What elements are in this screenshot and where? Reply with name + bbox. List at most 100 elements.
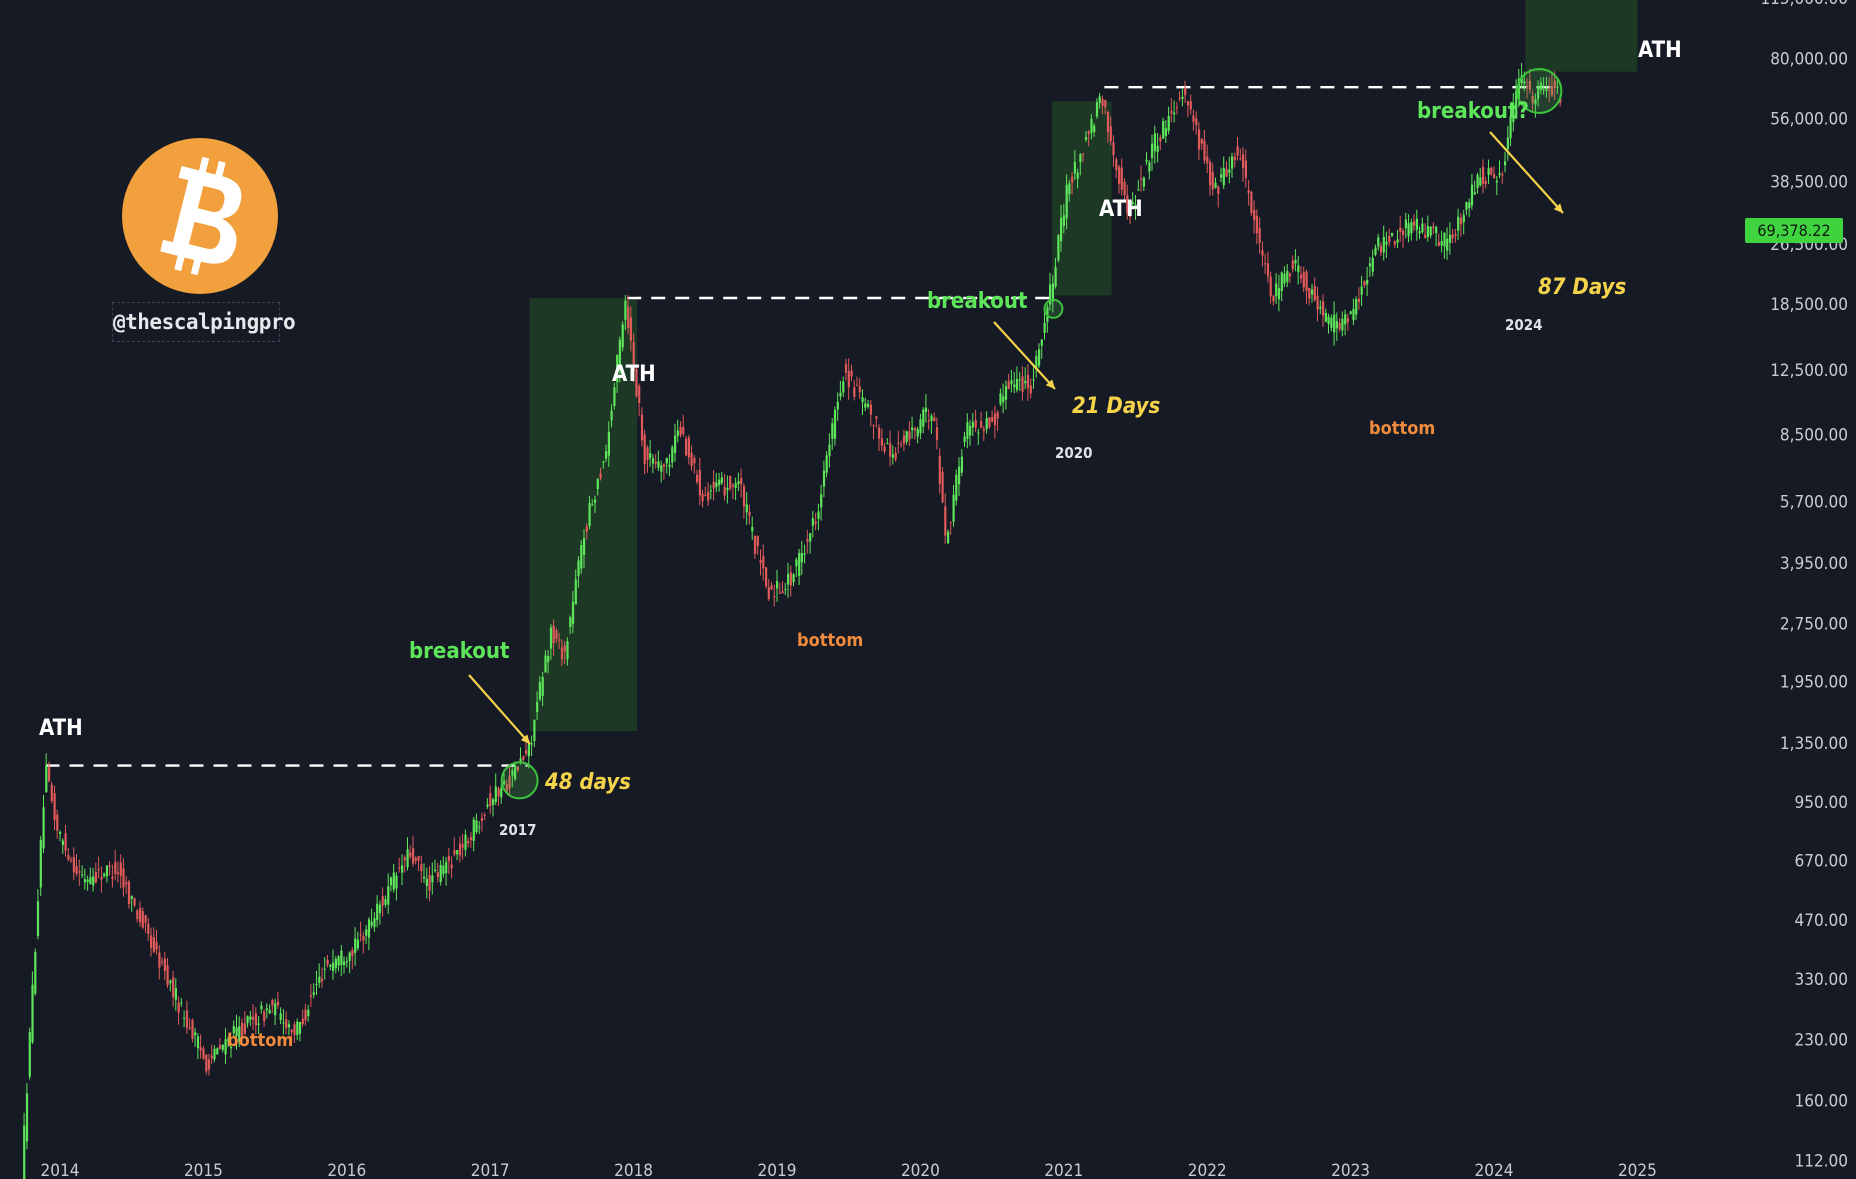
arrow-head — [1045, 379, 1055, 389]
candle-body — [1153, 133, 1156, 152]
candle-body — [1404, 219, 1407, 229]
y-tick-label: 3,950.00 — [1780, 554, 1848, 574]
candle-body — [566, 641, 569, 660]
candle-body — [453, 850, 456, 855]
candle-body — [483, 814, 486, 816]
candle-body — [185, 1010, 189, 1028]
candle-body — [988, 417, 991, 428]
candle-body — [1526, 86, 1529, 87]
candle-body — [1170, 110, 1173, 114]
candle-body — [1468, 202, 1471, 208]
candle-body — [1264, 263, 1267, 265]
candle-body — [966, 422, 969, 439]
candle-body — [478, 826, 481, 828]
candle-body — [1286, 270, 1289, 282]
candle-body — [370, 921, 373, 926]
candle-body — [1062, 215, 1065, 226]
candle-body — [654, 461, 657, 464]
candle-body — [649, 453, 652, 459]
candle-body — [571, 601, 575, 625]
candle-body — [737, 481, 740, 485]
candle-body — [544, 655, 547, 673]
candle-body — [166, 965, 169, 986]
candle-body — [81, 874, 84, 876]
candle-body — [607, 431, 610, 456]
candle-body — [1437, 242, 1440, 246]
candle-body — [1399, 227, 1402, 233]
candle-body — [519, 758, 522, 764]
candle-body — [398, 867, 401, 869]
candle-body — [1335, 321, 1338, 329]
candle-body — [246, 1016, 249, 1024]
arrow-line — [993, 321, 1056, 390]
candle-body — [505, 783, 508, 792]
candle-body — [1126, 195, 1129, 214]
candle-body — [48, 766, 51, 782]
candle-body — [1123, 181, 1126, 195]
x-tick-label: 2025 — [1618, 1161, 1657, 1179]
candle-body — [1550, 85, 1554, 96]
candle-body — [1363, 281, 1366, 286]
candle-body — [447, 856, 450, 862]
arrow-head — [1553, 203, 1563, 213]
candle-body — [602, 461, 605, 463]
candle-body — [583, 538, 586, 555]
candle-body — [202, 1048, 205, 1060]
candle-body — [384, 899, 387, 905]
y-tick-label: 950.00 — [1795, 793, 1849, 813]
candle-body — [1007, 381, 1010, 389]
candle-body — [436, 872, 439, 877]
candle-body — [36, 901, 40, 937]
candle-body — [1043, 322, 1046, 333]
candle-body — [1537, 86, 1540, 100]
candle-body — [75, 866, 78, 874]
candle-body — [856, 385, 859, 387]
candle-body — [560, 647, 564, 660]
candle-body — [72, 857, 75, 873]
candle-body — [1159, 137, 1162, 142]
candle-body — [1288, 273, 1292, 277]
candle-body — [1313, 286, 1316, 301]
candle-body — [646, 447, 649, 460]
candle-body — [740, 478, 743, 485]
candle-body — [577, 560, 580, 577]
candle-body — [880, 438, 883, 446]
candle-body — [158, 952, 161, 968]
candle-body — [378, 904, 382, 914]
candle-body — [977, 432, 980, 434]
candle-body — [442, 865, 445, 875]
candle-body — [792, 574, 795, 583]
candle-body — [734, 483, 737, 488]
candle-body — [389, 877, 393, 886]
candle-body — [718, 479, 721, 485]
candle-body — [690, 452, 693, 467]
candle-body — [376, 903, 379, 921]
candle-body — [668, 464, 671, 467]
candle-body — [1355, 299, 1358, 315]
breakout-label-2017: breakout — [409, 639, 510, 664]
candle-body — [806, 539, 809, 542]
candle-body — [1429, 226, 1432, 236]
candle-body — [1435, 226, 1438, 233]
candle-body — [949, 522, 952, 523]
candle-body — [549, 627, 553, 649]
candle-body — [800, 553, 803, 563]
candle-body — [467, 841, 470, 844]
candle-body — [1322, 301, 1325, 316]
candle-body — [831, 423, 834, 439]
candle-body — [304, 1009, 307, 1021]
candle-body — [1261, 250, 1264, 256]
candle-body — [643, 434, 646, 464]
candle-body — [952, 494, 955, 522]
candle-body — [993, 413, 997, 426]
candle-body — [188, 1027, 191, 1029]
candle-body — [833, 409, 837, 439]
candle-body — [627, 306, 630, 329]
candle-body — [985, 418, 988, 430]
candle-body — [924, 407, 928, 412]
candle-body — [1407, 223, 1410, 237]
candle-body — [1173, 112, 1176, 115]
candle-body — [1459, 217, 1463, 225]
candle-body — [50, 784, 53, 801]
candle-body — [726, 488, 729, 491]
